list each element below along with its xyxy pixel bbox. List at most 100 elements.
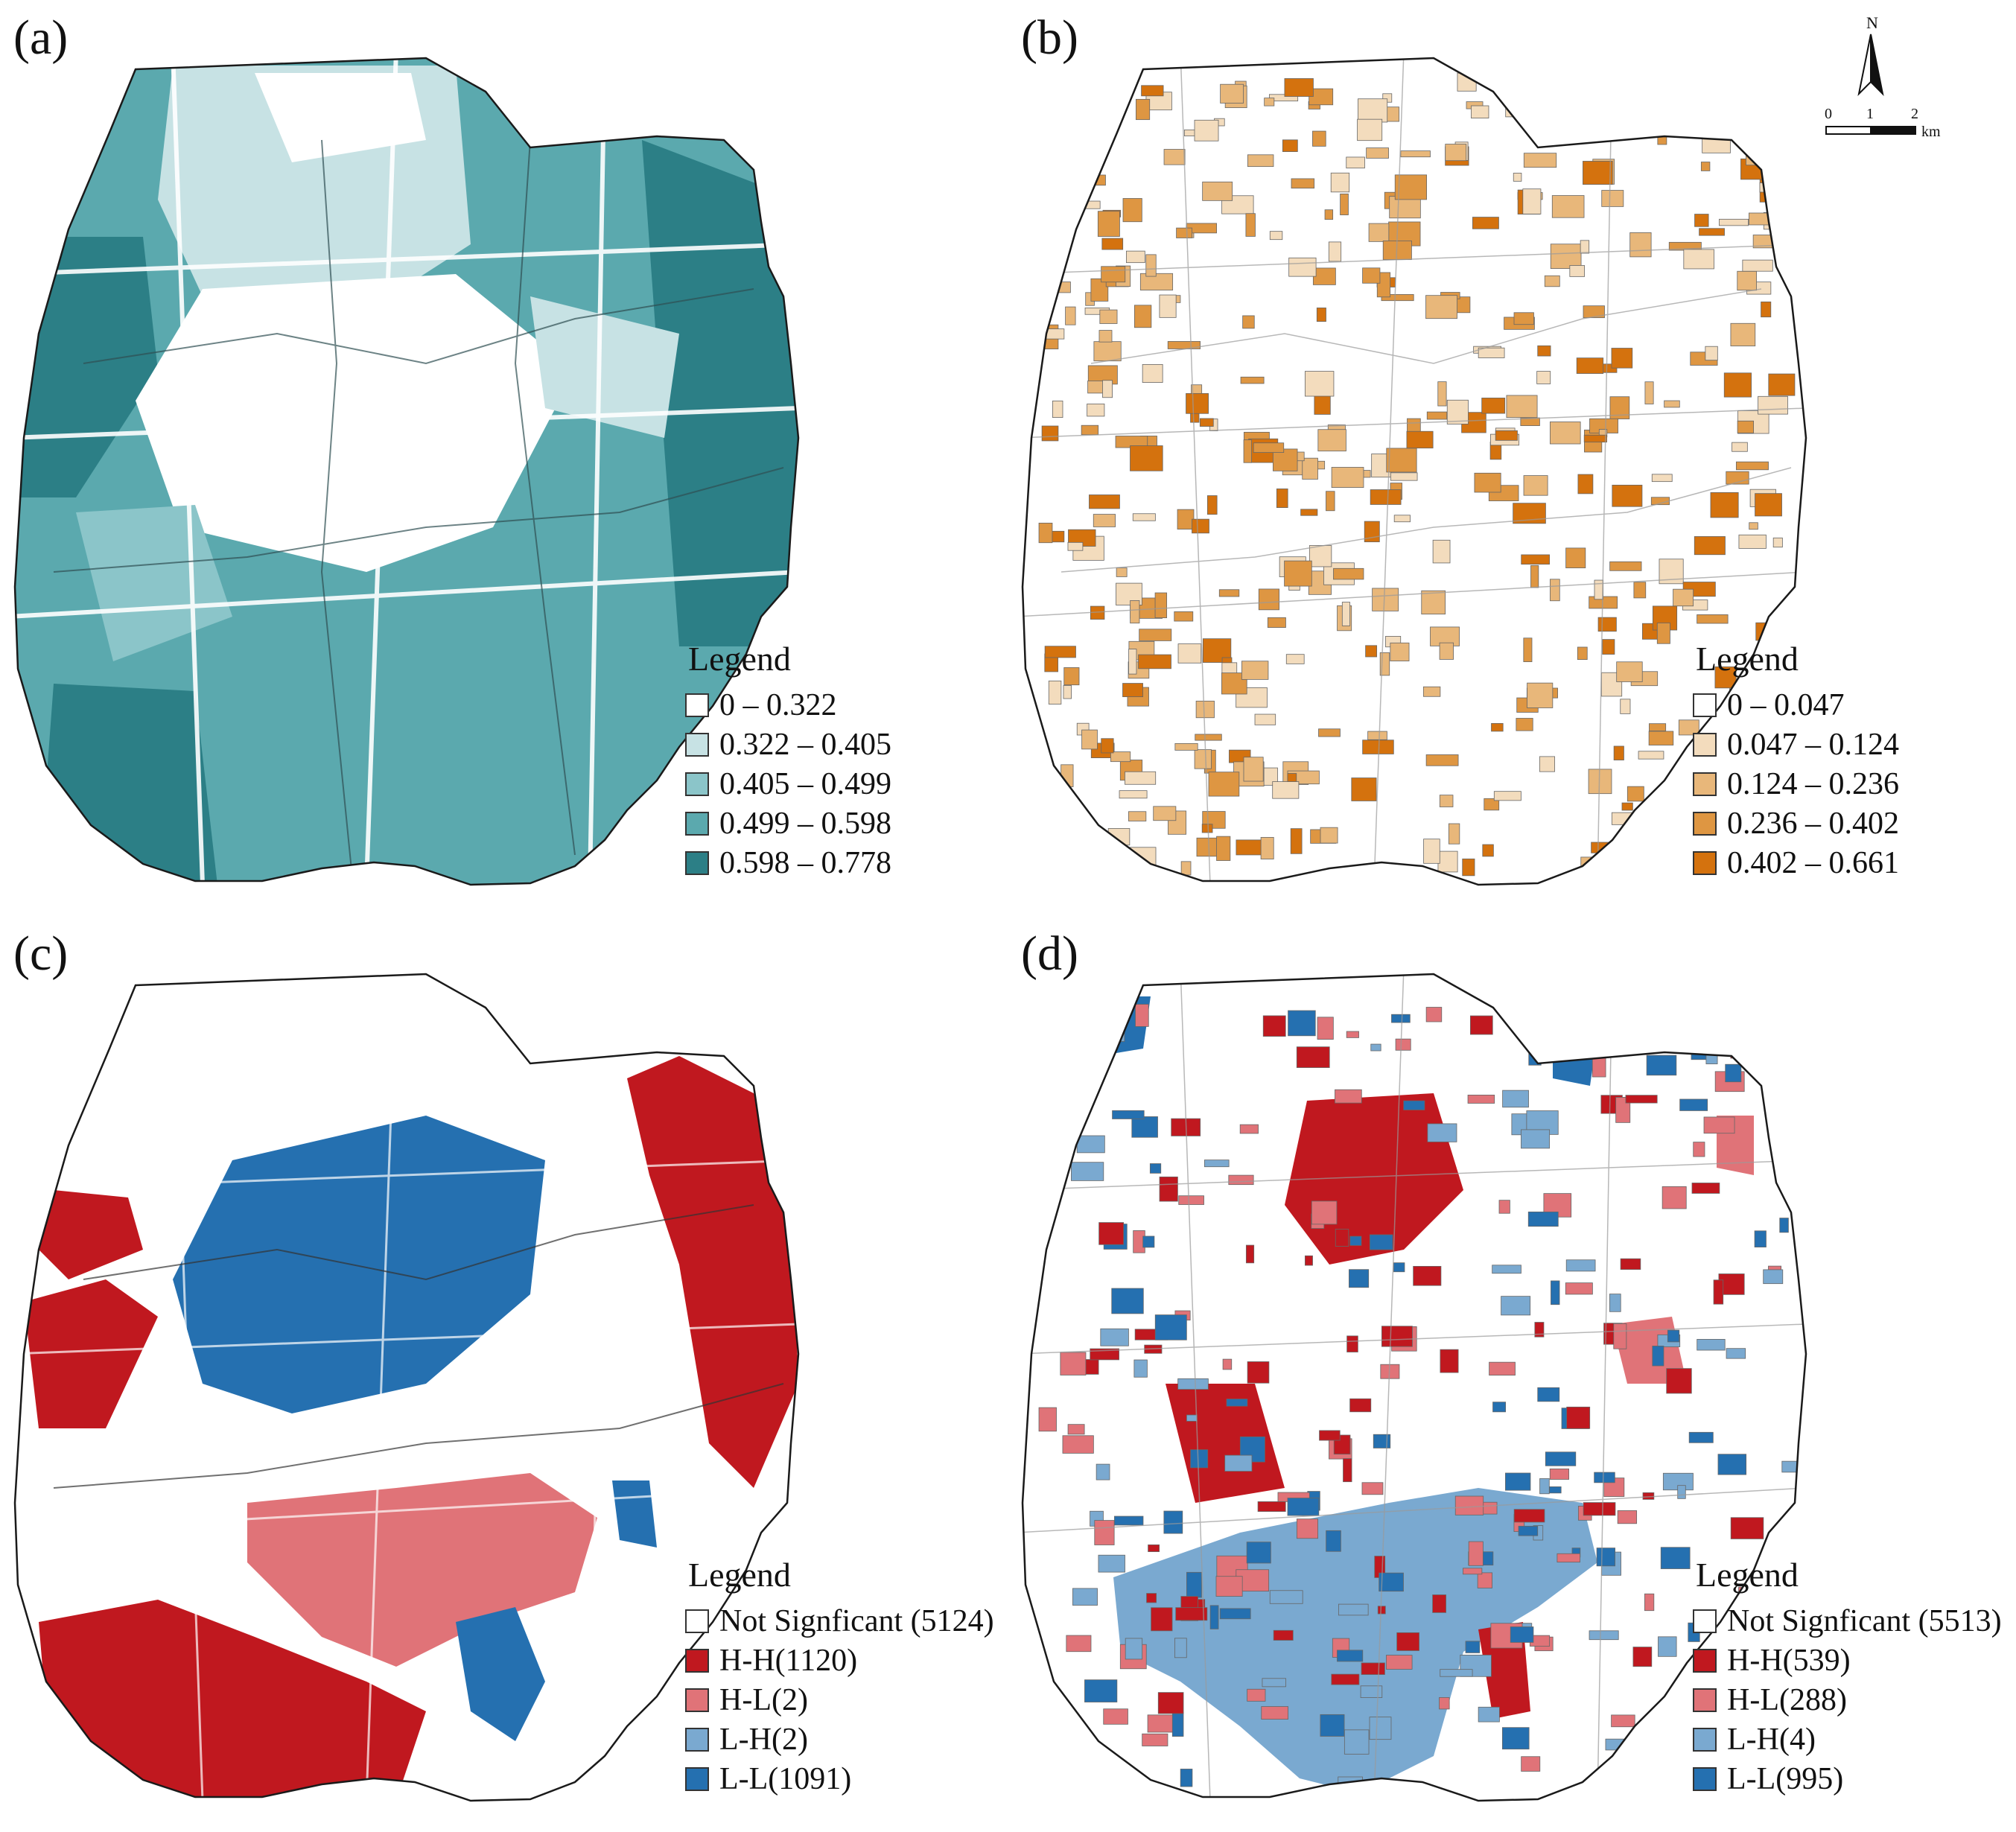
legend-swatch xyxy=(685,1688,709,1712)
map-parcel xyxy=(1049,789,1069,811)
map-parcel xyxy=(1177,1378,1209,1390)
map-parcel xyxy=(1082,846,1113,870)
map-parcel xyxy=(1243,757,1264,782)
legend-swatch xyxy=(685,811,709,836)
map-parcel xyxy=(1386,448,1417,473)
map-parcel xyxy=(1066,1635,1092,1653)
map-parcel xyxy=(1425,754,1459,766)
map-parcel xyxy=(1370,489,1402,505)
map-parcel xyxy=(1425,295,1457,319)
map-parcel xyxy=(1710,492,1739,518)
legend-label: L-L(995) xyxy=(1727,1761,1844,1796)
map-parcel xyxy=(1505,1472,1531,1491)
map-parcel xyxy=(1147,1714,1177,1733)
map-parcel xyxy=(1098,330,1113,343)
map-parcel xyxy=(1333,567,1364,580)
map-parcel xyxy=(1220,83,1244,104)
map-parcel xyxy=(1478,1706,1500,1723)
map-parcel xyxy=(1545,1451,1577,1466)
map-parcel xyxy=(1163,1510,1183,1534)
map-parcel xyxy=(1312,267,1336,285)
map-parcel xyxy=(1652,1346,1664,1367)
map-parcel xyxy=(1432,539,1451,564)
map-parcel xyxy=(1658,1636,1677,1657)
legend-label: L-H(2) xyxy=(719,1722,808,1757)
map-parcel xyxy=(1276,489,1288,508)
map-parcel xyxy=(1341,602,1350,626)
map-parcel xyxy=(1288,1010,1316,1037)
map-parcel xyxy=(1635,1734,1665,1755)
map-parcel xyxy=(1112,1110,1145,1119)
map-parcel xyxy=(1651,474,1673,483)
map-parcel xyxy=(1523,475,1548,496)
panel-a-legend-title: Legend xyxy=(688,640,791,678)
legend-label: 0.236 – 0.402 xyxy=(1727,806,1899,841)
panel-b-label: (b) xyxy=(1021,10,1078,65)
map-parcel xyxy=(1700,162,1711,171)
panel-d-map xyxy=(1021,973,1807,1802)
map-parcel xyxy=(1471,105,1489,118)
map-parcel xyxy=(1048,680,1062,705)
map-parcel xyxy=(1484,798,1500,811)
map-parcel xyxy=(1646,1055,1677,1076)
map-parcel xyxy=(1116,567,1128,577)
map-parcel xyxy=(1697,614,1729,624)
map-parcel xyxy=(1502,1090,1529,1108)
map-parcel xyxy=(1437,850,1458,873)
map-parcel xyxy=(1148,1544,1160,1552)
map-parcel xyxy=(1125,771,1157,785)
map-parcel xyxy=(1094,1520,1115,1545)
map-parcel xyxy=(1203,1160,1230,1168)
map-parcel xyxy=(1071,1162,1104,1181)
panel-c-map xyxy=(13,973,800,1802)
map-parcel xyxy=(1300,509,1318,516)
map-parcel xyxy=(1258,588,1279,611)
legend-label: 0.124 – 0.236 xyxy=(1727,766,1899,801)
map-parcel xyxy=(1247,1688,1266,1702)
panel-c: (c) Legend xyxy=(0,916,1008,1832)
map-parcel xyxy=(1046,1159,1067,1168)
map-parcel xyxy=(1550,422,1581,445)
map-parcel xyxy=(1186,1414,1198,1422)
map-parcel xyxy=(1749,212,1780,226)
map-a-zone-dark-south xyxy=(39,684,217,885)
map-parcel xyxy=(1107,843,1120,855)
map-parcel xyxy=(1413,1265,1442,1286)
map-parcel xyxy=(1644,1593,1655,1612)
map-parcel xyxy=(1228,1174,1254,1186)
panel-a-legend: Legend 0 – 0.322 0.322 – 0.405 0.405 – 0… xyxy=(685,642,998,882)
map-parcel xyxy=(1257,1501,1286,1512)
map-parcel xyxy=(1478,347,1505,358)
map-parcel xyxy=(1133,305,1152,328)
map-parcel xyxy=(1344,1729,1370,1755)
map-parcel xyxy=(1318,728,1341,737)
map-parcel xyxy=(1296,1046,1330,1068)
map-parcel xyxy=(1481,398,1506,414)
map-parcel xyxy=(1090,1348,1119,1361)
map-parcel xyxy=(1597,617,1617,632)
map-parcel xyxy=(1067,541,1084,551)
map-parcel xyxy=(1726,1010,1740,1022)
map-parcel xyxy=(1498,1200,1510,1214)
legend-swatch xyxy=(1693,1648,1717,1673)
map-parcel xyxy=(1644,381,1654,404)
map-parcel xyxy=(1632,1647,1653,1667)
map-parcel xyxy=(1068,839,1100,851)
map-parcel xyxy=(1349,1398,1372,1413)
legend-label: Not Signficant (5513) xyxy=(1727,1603,2002,1638)
map-parcel xyxy=(1127,852,1136,878)
map-parcel xyxy=(1319,1430,1341,1441)
map-parcel xyxy=(1042,1125,1056,1140)
map-parcel xyxy=(1046,1012,1072,1030)
map-parcel xyxy=(1052,400,1063,419)
panel-b-legend-title: Legend xyxy=(1696,640,1799,678)
map-parcel xyxy=(1730,322,1756,346)
map-parcel xyxy=(1565,1282,1593,1295)
legend-swatch xyxy=(685,693,709,717)
map-parcel xyxy=(1673,588,1694,607)
map-parcel xyxy=(1534,1322,1545,1338)
map-parcel xyxy=(1576,357,1604,374)
map-parcel xyxy=(1550,244,1582,270)
map-parcel xyxy=(1369,1234,1393,1250)
map-parcel xyxy=(1671,1029,1687,1037)
